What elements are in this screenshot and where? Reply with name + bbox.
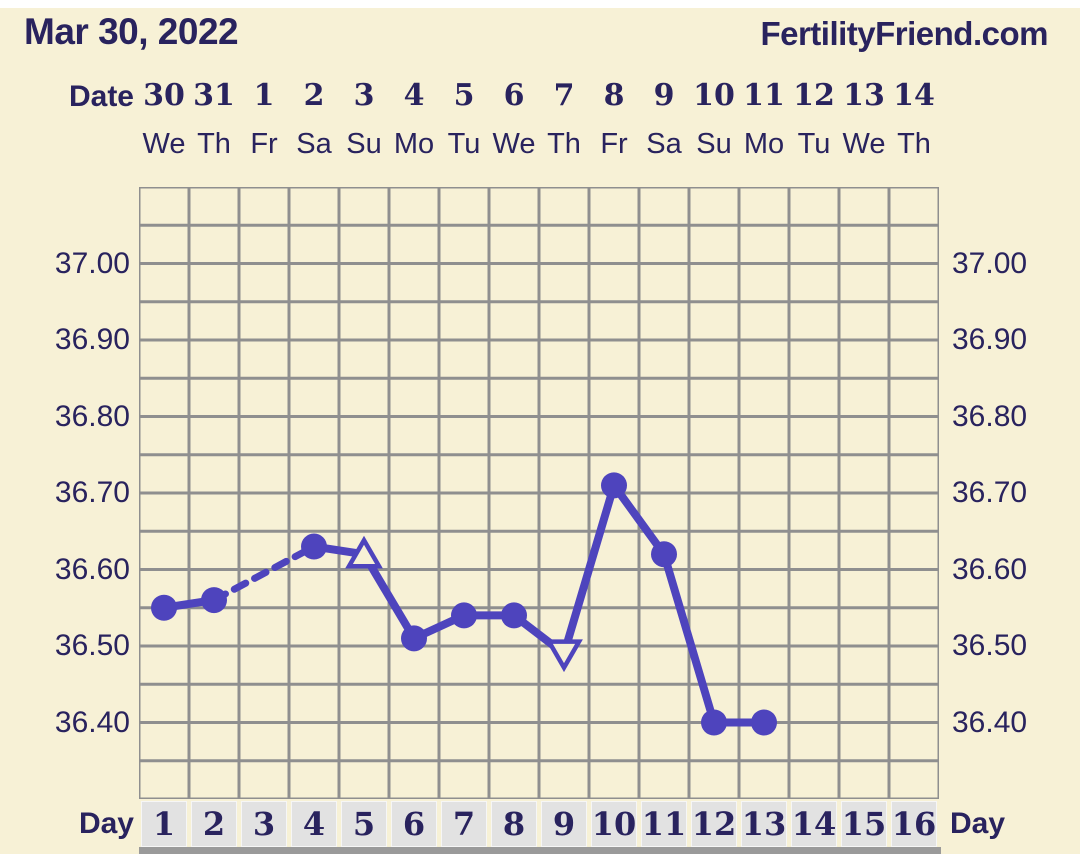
y-axis-label-left: 36.40 <box>54 705 130 739</box>
brand-watermark: FertilityFriend.com <box>760 15 1048 52</box>
cycle-day-row: 1 2 3 4 5 6 7 8 9 10 11 12 13 14 15 16 <box>139 801 939 847</box>
temperature-markers <box>151 472 777 736</box>
weekday-label: Th <box>547 127 581 160</box>
date-label: 8 <box>603 77 625 113</box>
date-label: 9 <box>653 77 675 113</box>
date-label: 13 <box>843 77 885 113</box>
day-axis-caption-right: Day <box>950 807 1006 840</box>
date-label: 5 <box>453 77 475 113</box>
temp-line-segment-dashed <box>210 543 318 604</box>
temp-line-segment <box>560 481 618 658</box>
weekday-label: Sa <box>646 127 682 160</box>
day-cell-8[interactable]: 8 <box>491 801 537 847</box>
day-cell-3[interactable]: 3 <box>241 801 287 847</box>
y-axis-label-left: 37.00 <box>54 246 130 280</box>
weekday-row: We Th Fr Sa Su Mo Tu We Th Fr Sa Su Mo Tu We Th <box>139 126 939 162</box>
day-cell-7[interactable]: 7 <box>441 801 487 847</box>
date-label: 6 <box>503 77 525 113</box>
y-axis-label-right: 36.70 <box>952 476 1028 509</box>
y-axis-label-right: 37.00 <box>952 246 1028 280</box>
weekday-label: Sa <box>296 127 332 160</box>
date-label: 30 <box>143 77 185 113</box>
date-label: 14 <box>893 77 935 113</box>
day-cell-12[interactable]: 12 <box>691 801 737 847</box>
weekday-label: Tu <box>447 127 481 160</box>
weekday-label: Fr <box>250 127 278 160</box>
day-cell-2[interactable]: 2 <box>191 801 237 847</box>
temp-point-day-11[interactable] <box>651 541 677 568</box>
day-cell-4[interactable]: 4 <box>291 801 337 847</box>
temp-point-day-4[interactable] <box>301 533 327 560</box>
date-row: 30 31 1 2 3 4 5 6 7 8 9 10 11 12 13 14 <box>139 74 939 116</box>
y-axis-label-left: 36.80 <box>54 399 130 433</box>
date-axis-caption: Date <box>68 80 134 113</box>
day-cell-14[interactable]: 14 <box>791 801 837 847</box>
y-axis-label-right: 36.60 <box>952 552 1028 586</box>
bbt-chart <box>137 185 941 801</box>
temp-point-day-1[interactable] <box>151 594 177 621</box>
day-cell-5[interactable]: 5 <box>341 801 387 847</box>
y-axis-label-left: 36.60 <box>54 552 130 586</box>
temp-point-day-8[interactable] <box>501 602 527 629</box>
weekday-label: Th <box>897 127 931 160</box>
temp-point-day-6[interactable] <box>401 625 427 652</box>
date-label: 3 <box>353 77 375 113</box>
chart-date-title: Mar 30, 2022 <box>24 11 239 52</box>
weekday-label: Th <box>197 127 231 160</box>
day-cell-10[interactable]: 10 <box>591 801 637 847</box>
temp-line-segment <box>660 550 718 727</box>
day-cell-15[interactable]: 15 <box>841 801 887 847</box>
top-white-strip <box>0 0 1080 8</box>
weekday-label: Su <box>696 127 732 160</box>
bbt-chart-svg <box>137 185 941 801</box>
y-axis-label-right: 36.80 <box>952 399 1028 433</box>
temp-point-day-10[interactable] <box>601 472 627 499</box>
date-label: 1 <box>253 77 275 113</box>
y-axis-label-left: 36.70 <box>54 476 130 509</box>
weekday-label: Mo <box>393 127 435 160</box>
day-row-shadow <box>139 847 941 854</box>
temp-point-day-9[interactable] <box>545 639 583 673</box>
date-label: 31 <box>193 77 235 113</box>
date-label: 7 <box>553 77 575 113</box>
y-axis-label-right: 36.50 <box>952 629 1028 662</box>
weekday-label: Fr <box>600 127 628 160</box>
weekday-label: Tu <box>797 127 831 160</box>
day-cell-13[interactable]: 13 <box>741 801 787 847</box>
weekday-label: Su <box>346 127 382 160</box>
day-cell-9[interactable]: 9 <box>541 801 587 847</box>
date-label: 2 <box>303 77 325 113</box>
y-axis-label-left: 36.50 <box>54 629 130 662</box>
temp-point-day-5[interactable] <box>345 535 383 569</box>
weekday-label: We <box>842 127 886 160</box>
date-label: 10 <box>693 77 735 113</box>
weekday-label: We <box>492 127 536 160</box>
temp-point-day-7[interactable] <box>451 602 477 629</box>
temp-line-segment <box>610 481 668 559</box>
y-axis-label-right: 36.40 <box>952 705 1028 739</box>
grid <box>137 185 941 801</box>
y-axis-label-left: 36.90 <box>54 323 130 356</box>
day-cell-16[interactable]: 16 <box>891 801 937 847</box>
day-cell-11[interactable]: 11 <box>641 801 687 847</box>
y-axis-label-right: 36.90 <box>952 323 1028 356</box>
weekday-label: We <box>142 127 186 160</box>
temp-point-day-12[interactable] <box>701 709 727 736</box>
date-label: 12 <box>793 77 835 113</box>
day-cell-1[interactable]: 1 <box>141 801 187 847</box>
day-cell-6[interactable]: 6 <box>391 801 437 847</box>
date-label: 11 <box>743 77 785 113</box>
day-axis-caption-left: Day <box>78 807 134 840</box>
temp-point-day-2[interactable] <box>201 587 227 614</box>
date-label: 4 <box>403 77 425 113</box>
temp-point-day-13[interactable] <box>751 709 777 736</box>
weekday-label: Mo <box>743 127 785 160</box>
